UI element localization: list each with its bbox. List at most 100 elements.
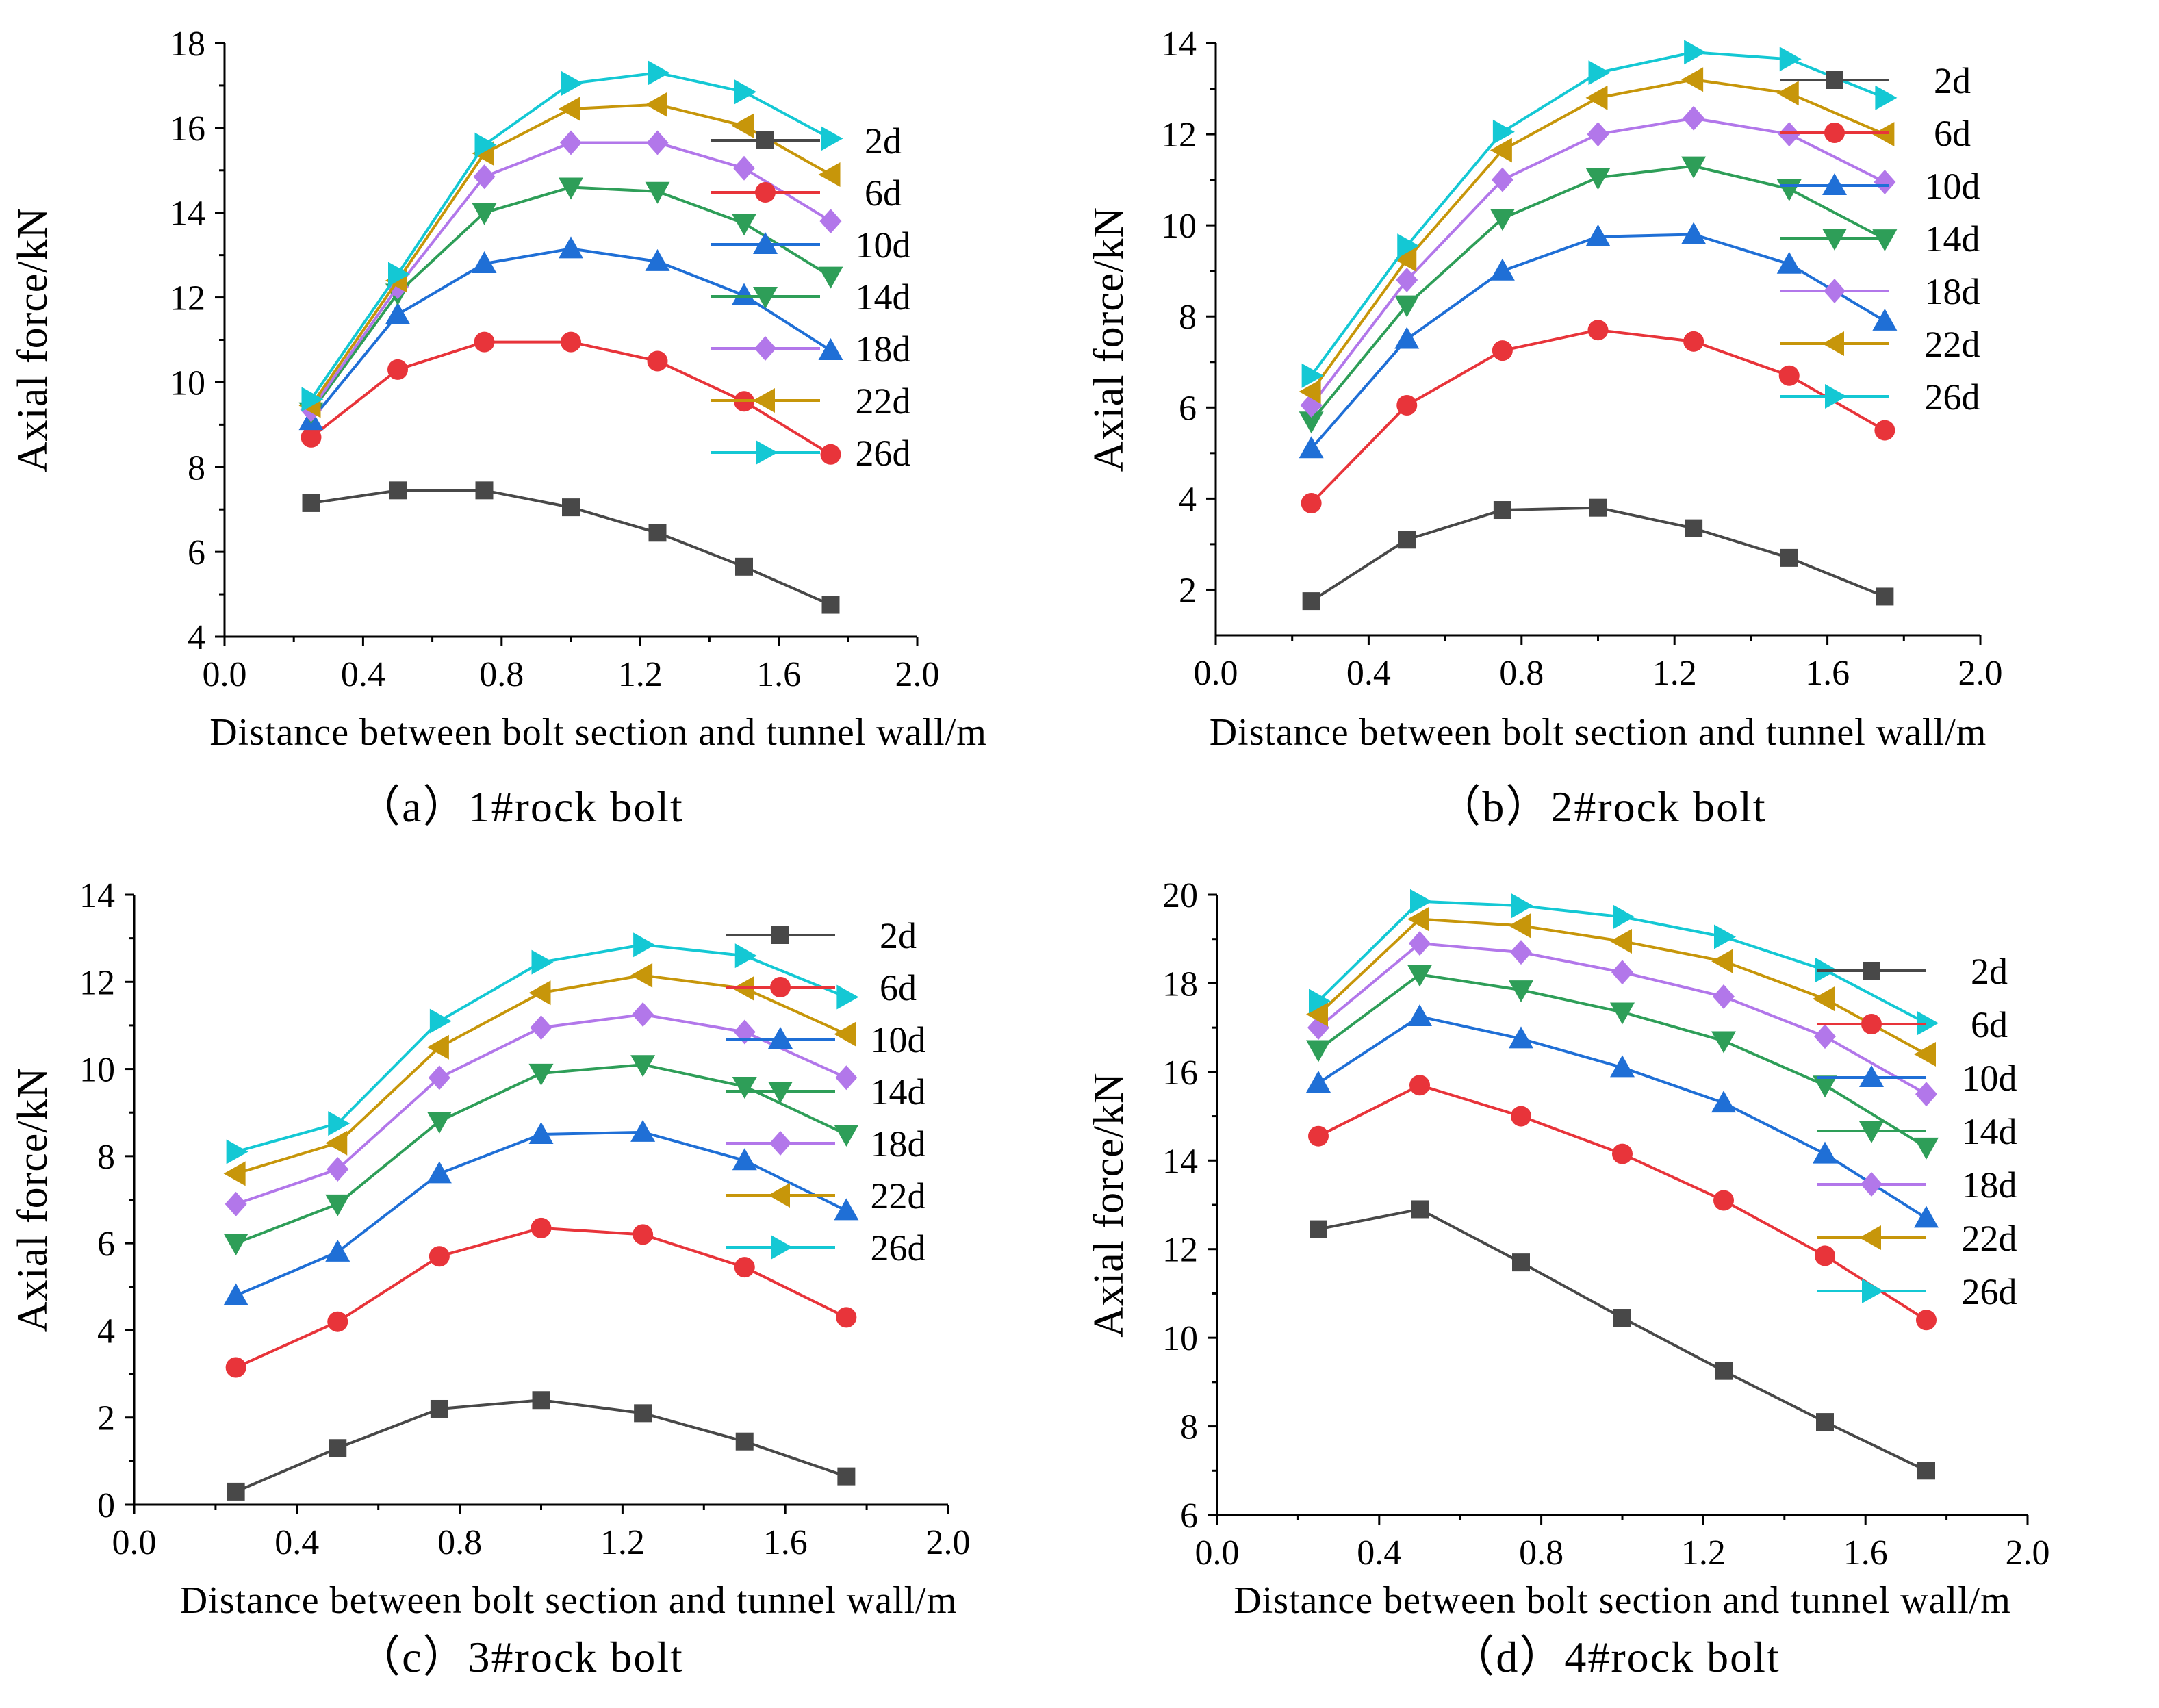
legend-marker-6d [770,977,791,997]
x-tick-label: 2.0 [926,1523,971,1562]
legend-marker-2d [1863,962,1880,980]
x-tick-label: 1.6 [1843,1533,1888,1572]
legend-label-14d: 14d [1925,218,1980,259]
legend-marker-10d [753,232,778,254]
data-point-6d [387,359,408,380]
legend-marker-10d [768,1027,793,1049]
data-point-18d [225,1191,247,1216]
y-axis-label: Axial force/kN [10,207,56,473]
legend: 2d 6d 10d 14d 18d 22d 26d [1780,60,1980,418]
data-point-22d [1585,85,1608,110]
data-point-10d [325,1239,350,1262]
legend-marker-14d [753,287,778,309]
data-point-22d [645,92,667,117]
data-point-26d [734,943,757,969]
data-point-26d [226,1139,248,1164]
data-point-18d [1814,1024,1836,1049]
data-point-14d [1490,209,1515,231]
data-point-26d [734,79,756,105]
x-axis-label: Distance between bolt section and tunnel… [1210,711,1987,754]
legend-marker-6d [755,182,776,203]
y-tick-label: 12 [1162,1231,1198,1270]
series-26d [226,932,859,1164]
data-point-26d [1613,904,1635,930]
y-axis-label: Axial force/kN [1086,1072,1132,1338]
data-point-10d [1509,1026,1533,1049]
data-point-22d [1711,949,1733,974]
data-point-26d [821,126,843,151]
legend-label-22d: 22d [1962,1218,2017,1259]
data-point-10d [1299,436,1324,459]
legend-label-14d: 14d [1962,1111,2017,1152]
x-tick-label: 0.0 [112,1523,157,1562]
series-22d [1306,906,1936,1067]
data-point-6d [1301,493,1322,514]
data-point-26d [1779,47,1802,72]
data-point-14d [818,266,843,289]
y-tick-label: 14 [1161,25,1197,64]
data-point-22d [325,1130,348,1156]
data-point-14d [223,1234,248,1256]
series-14d [223,1055,859,1256]
y-tick-label: 6 [97,1225,115,1264]
data-point-10d [732,283,756,305]
data-point-10d [818,337,843,360]
y-tick-label: 20 [1162,876,1198,915]
data-point-6d [301,426,322,448]
legend-label-22d: 22d [871,1175,926,1216]
x-tick-label: 0.8 [479,655,524,694]
data-point-22d [1914,1041,1936,1067]
legend-marker-2d [1826,71,1843,89]
data-point-26d [836,984,859,1010]
chart-panel-a: 0.0 0.4 0.8 1.2 1.6 2.0 4 6 8 10 12 14 16 18 Axial for… [10,25,987,831]
x-tick-label: 0.4 [274,1523,319,1562]
data-point-2d [302,494,320,512]
data-point-18d [1491,167,1513,192]
x-tick-label: 2.0 [2006,1533,2050,1572]
data-point-14d [325,1194,350,1216]
x-tick-label: 1.2 [1681,1533,1726,1572]
data-point-14d [1872,229,1898,252]
data-point-2d [1816,1413,1834,1431]
data-point-22d [1306,1002,1328,1027]
x-tick-label: 0.8 [1499,654,1544,693]
panel-caption: （d）4#rock bolt [1451,1633,1780,1681]
legend-label-26d: 26d [856,433,911,474]
legend-marker-26d [1862,1279,1884,1303]
series-2d [227,1391,856,1501]
x-axis-label: Distance between bolt section and tunnel… [180,1579,958,1622]
data-point-26d [633,932,656,958]
series-10d [1299,222,1898,459]
legend-marker-18d [769,1131,791,1156]
legend-label-2d: 2d [1934,60,1971,101]
data-point-14d [1813,1075,1837,1098]
y-tick-label: 12 [1161,116,1197,155]
series-26d [1301,40,1898,388]
data-point-10d [223,1283,248,1305]
x-axis-label: Distance between bolt section and tunnel… [209,711,987,754]
data-point-22d [630,963,653,988]
x-tick-label: 0.4 [1346,654,1391,693]
data-point-2d [837,1467,856,1486]
legend-label-10d: 10d [1962,1058,2017,1099]
chart-panel-b: 0.0 0.4 0.8 1.2 1.6 2.0 2 4 6 8 10 12 14 Axial force/… [1086,25,2003,831]
series-2d [1302,498,1894,611]
data-point-2d [1876,587,1894,606]
data-point-18d [1713,984,1735,1009]
data-point-6d [429,1246,450,1267]
data-point-2d [1613,1309,1631,1327]
legend-label-6d: 6d [1934,113,1971,154]
data-point-22d [1407,906,1429,932]
legend-label-14d: 14d [856,277,911,318]
legend-marker-18d [1824,279,1845,303]
data-point-18d [1510,940,1532,965]
data-point-2d [430,1399,448,1418]
y-tick-label: 12 [170,279,205,318]
data-point-26d [531,949,554,975]
y-axis-label: Axial force/kN [10,1067,56,1333]
data-point-22d [1490,138,1512,163]
legend-marker-10d [1822,173,1847,195]
series-line-6d [1318,1084,1928,1321]
data-point-6d [225,1357,246,1378]
data-point-18d [1587,122,1609,147]
